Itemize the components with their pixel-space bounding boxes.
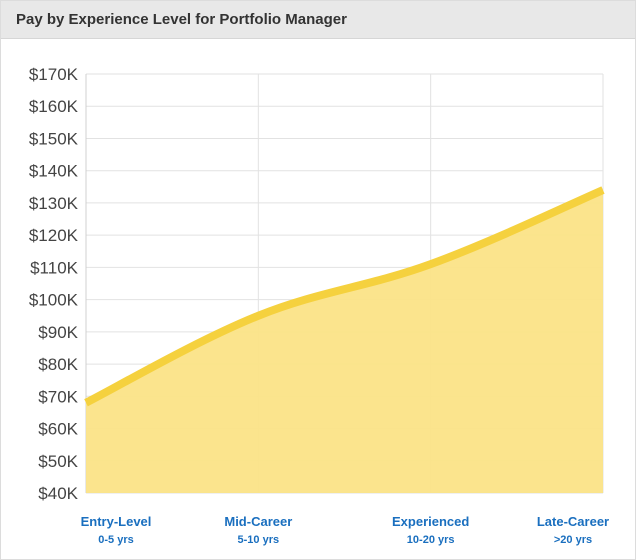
chart-header: Pay by Experience Level for Portfolio Ma… [1, 1, 635, 39]
y-tick-label: $100K [29, 291, 79, 310]
x-category-label: Entry-Level [81, 514, 152, 529]
pay-line [84, 186, 605, 407]
y-tick-label: $90K [38, 323, 78, 342]
y-tick-label: $70K [38, 387, 78, 406]
y-axis-tick-labels: $40K $50K $60K $70K $80K $90K $100K $110K $120K $… [29, 65, 79, 503]
y-tick-label: $130K [29, 194, 79, 213]
y-tick-label: $60K [38, 420, 78, 439]
pay-area-fill [86, 190, 603, 493]
x-category-label: Mid-Career [224, 514, 292, 529]
x-axis-labels: Entry-Level 0-5 yrs Mid-Career 5-10 yrs Expe… [81, 514, 610, 546]
y-tick-label: $50K [38, 452, 78, 471]
y-tick-label: $150K [29, 129, 79, 148]
y-tick-label: $110K [30, 258, 79, 277]
y-tick-label: $120K [29, 226, 79, 245]
x-category-label: Experienced [392, 514, 469, 529]
x-category-sublabel: 5-10 yrs [238, 534, 280, 546]
x-category-label: Late-Career [537, 514, 609, 529]
chart-title: Pay by Experience Level for Portfolio Ma… [16, 11, 347, 28]
y-tick-label: $140K [29, 162, 79, 181]
y-tick-label: $170K [29, 65, 79, 84]
y-tick-label: $40K [38, 484, 78, 503]
y-tick-label: $160K [29, 97, 79, 116]
x-category-sublabel: 10-20 yrs [407, 534, 455, 546]
x-category-sublabel: >20 yrs [554, 534, 592, 546]
x-category-sublabel: 0-5 yrs [98, 534, 133, 546]
y-tick-label: $80K [38, 355, 78, 374]
